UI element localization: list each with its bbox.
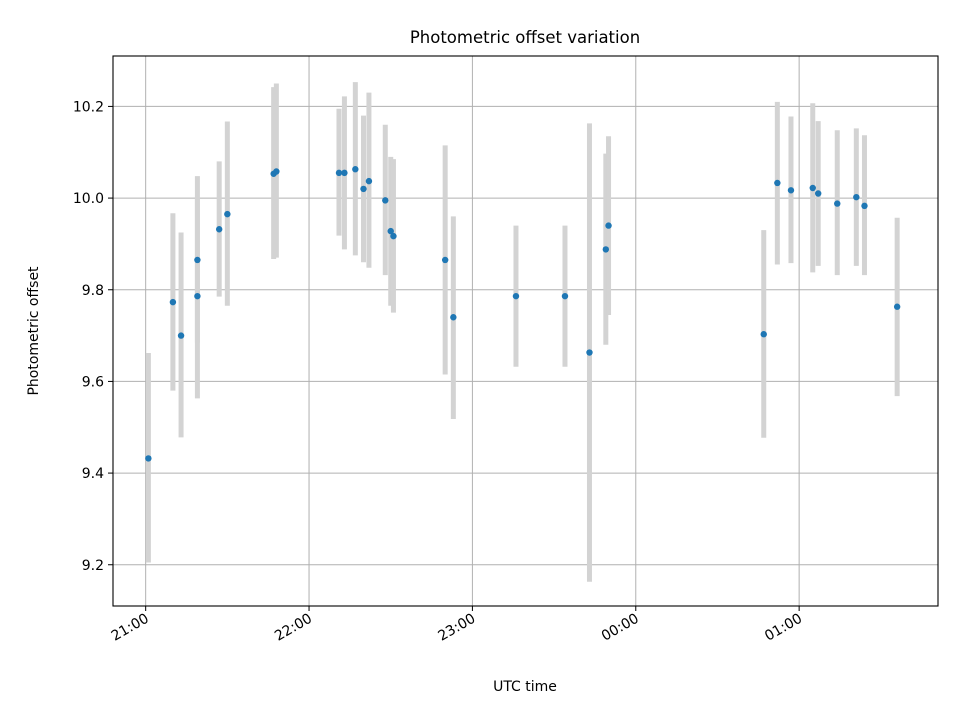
- data-point: [224, 210, 231, 218]
- data-point: [387, 227, 394, 235]
- y-tick-label: 9.8: [82, 283, 104, 299]
- data-point: [177, 332, 185, 339]
- data-point: [586, 349, 593, 356]
- chart-title: Photometric offset variation: [410, 28, 640, 47]
- data-point: [390, 232, 397, 240]
- data-point: [787, 187, 795, 194]
- data-point: [861, 202, 868, 210]
- data-point: [512, 292, 520, 300]
- y-axis: 9.2 9.4 9.6 9.8 10.0 10.2: [73, 99, 113, 574]
- grid: [113, 56, 938, 606]
- data-point: [273, 168, 280, 175]
- data-point: [215, 226, 223, 233]
- data-point: [441, 256, 449, 264]
- y-axis-label: Photometric offset: [26, 266, 42, 396]
- data-point: [760, 331, 767, 338]
- data-point: [194, 256, 201, 264]
- data-point: [382, 197, 389, 204]
- x-axis-label: UTC time: [493, 679, 557, 695]
- data-point: [194, 292, 201, 300]
- data-point: [853, 193, 860, 201]
- data-point: [365, 177, 373, 185]
- y-tick-label: 9.4: [82, 466, 104, 482]
- data-point: [360, 185, 367, 193]
- plot-frame: [112, 55, 939, 607]
- data-point: [145, 455, 152, 462]
- data-point: [352, 166, 359, 173]
- y-tick-label: 10.2: [73, 99, 104, 115]
- data-point: [809, 184, 816, 192]
- y-tick-label: 10.0: [73, 191, 104, 207]
- data-point: [335, 169, 343, 177]
- y-tick-label: 9.6: [82, 374, 104, 390]
- data-point: [834, 200, 841, 207]
- data-point: [561, 292, 569, 300]
- data-point: [893, 303, 901, 310]
- data-point: [602, 246, 610, 253]
- data-point: [605, 222, 612, 229]
- data-point: [774, 179, 781, 187]
- y-tick-label: 9.2: [82, 558, 104, 574]
- data-points: [145, 166, 901, 462]
- data-point: [169, 298, 177, 306]
- data-point: [341, 169, 348, 177]
- data-point: [450, 314, 457, 321]
- data-point: [814, 190, 822, 197]
